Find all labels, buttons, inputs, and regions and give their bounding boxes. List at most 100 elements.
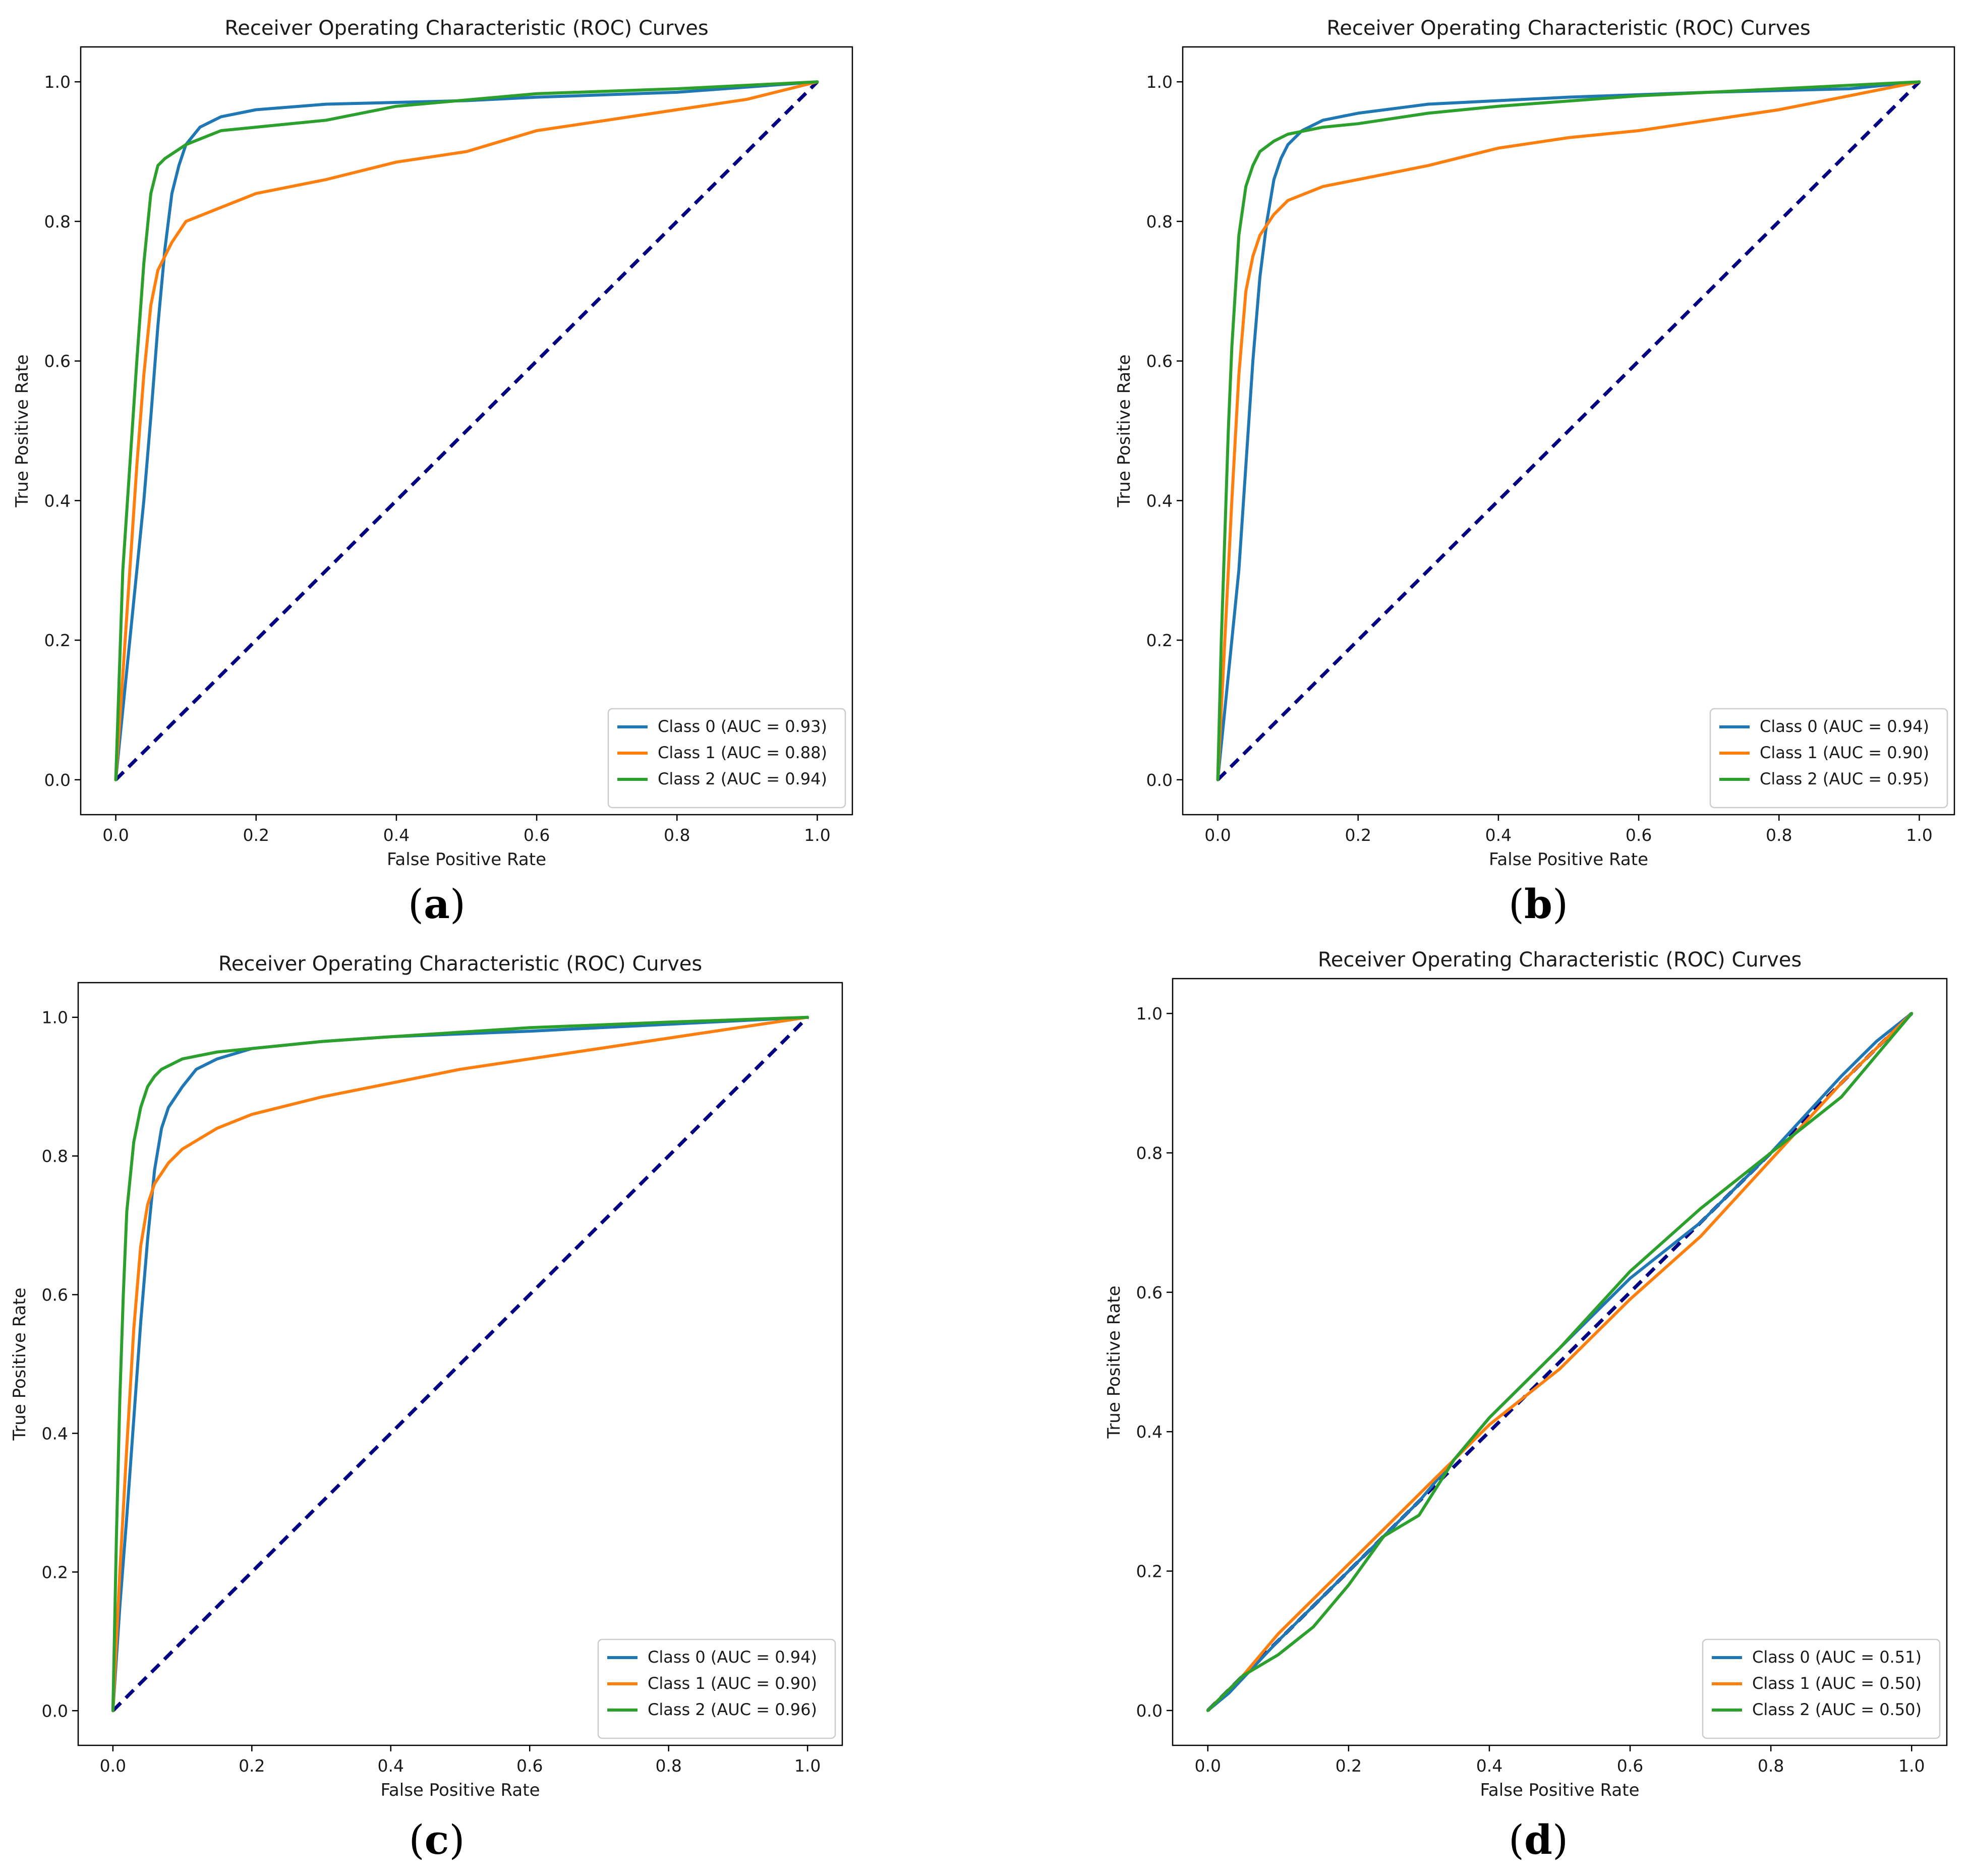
x-tick-label-b-3: 0.6: [1626, 825, 1652, 845]
roc-chart-b: Receiver Operating Characteristic (ROC) …: [1114, 17, 1955, 870]
legend-label-d-2: Class 2 (AUC = 0.50): [1752, 1700, 1922, 1719]
caption-a-letter: a: [424, 880, 450, 928]
series-group-d: [1206, 1012, 1914, 1712]
legend-a: Class 0 (AUC = 0.93) Class 1 (AUC = 0.88)…: [607, 708, 846, 809]
chart-title-a: Receiver Operating Characteristic (ROC) …: [224, 17, 708, 40]
x-tick-label-b-0: 0.0: [1204, 825, 1231, 845]
x-tick-label-a-3: 0.6: [524, 825, 550, 845]
chart-title-c: Receiver Operating Characteristic (ROC) …: [218, 952, 702, 976]
legend-d: Class 0 (AUC = 0.51) Class 1 (AUC = 0.50)…: [1702, 1638, 1941, 1739]
x-tick-label-d-2: 0.4: [1476, 1756, 1502, 1776]
y-tick-label-d-3: 0.6: [1136, 1283, 1163, 1302]
x-tick-label-d-4: 0.8: [1758, 1756, 1784, 1776]
series-group-b: [1216, 80, 1921, 781]
caption-c: (c): [409, 1816, 465, 1863]
y-tick-label-b-4: 0.8: [1146, 212, 1173, 232]
legend-box-c: [597, 1638, 836, 1739]
caption-b-letter: b: [1524, 880, 1552, 928]
x-tick-label-c-3: 0.6: [516, 1756, 543, 1776]
x-tick-label-c-0: 0.0: [100, 1756, 126, 1776]
y-tick-label-a-4: 0.8: [44, 212, 71, 232]
x-tick-label-d-1: 0.2: [1336, 1756, 1362, 1776]
caption-d: (d): [1508, 1816, 1569, 1863]
x-tick-label-d-5: 1.0: [1898, 1756, 1925, 1776]
x-tick-label-b-5: 1.0: [1906, 825, 1932, 845]
y-tick-label-d-4: 0.8: [1136, 1143, 1163, 1163]
roc-chart-d: Receiver Operating Characteristic (ROC) …: [1104, 948, 1948, 1800]
x-tick-label-c-1: 0.2: [239, 1756, 265, 1776]
legend-label-c-1: Class 1 (AUC = 0.90): [648, 1674, 817, 1693]
y-tick-label-d-1: 0.2: [1136, 1562, 1163, 1581]
x-tick-label-a-4: 0.8: [664, 825, 690, 845]
x-tick-label-a-2: 0.4: [383, 825, 410, 845]
diagonal-line-b: [1217, 80, 1921, 781]
y-tick-label-a-5: 1.0: [44, 72, 71, 92]
plot-frame-a: [80, 46, 853, 816]
x-tick-label-c-5: 1.0: [794, 1756, 821, 1776]
series-group-c: [111, 1015, 809, 1713]
roc-line-c-class1: [111, 1015, 809, 1713]
y-axis-label-d: True Positive Rate: [1104, 1286, 1124, 1439]
y-tick-label-d-5: 1.0: [1136, 1004, 1163, 1024]
y-tick-label-a-1: 0.2: [44, 631, 71, 650]
plot-frame-c: [77, 982, 843, 1746]
caption-d-letter: d: [1524, 1816, 1552, 1863]
y-tick-label-d-0: 0.0: [1136, 1701, 1163, 1721]
legend-label-b-2: Class 2 (AUC = 0.95): [1760, 769, 1929, 788]
y-tick-label-b-0: 0.0: [1146, 770, 1173, 790]
caption-c-letter: c: [424, 1816, 449, 1863]
y-tick-label-b-2: 0.4: [1146, 491, 1173, 510]
roc-chart-a: Receiver Operating Characteristic (ROC) …: [12, 17, 853, 870]
legend-label-a-1: Class 1 (AUC = 0.88): [658, 743, 827, 762]
y-tick-label-c-1: 0.2: [42, 1562, 68, 1582]
legend-label-b-1: Class 1 (AUC = 0.90): [1760, 743, 1929, 762]
x-tick-label-d-3: 0.6: [1617, 1756, 1643, 1776]
y-tick-label-a-3: 0.6: [44, 352, 71, 371]
x-tick-label-c-2: 0.4: [378, 1756, 404, 1776]
y-tick-label-d-2: 0.4: [1136, 1422, 1163, 1442]
caption-a: (a): [408, 880, 466, 928]
y-tick-label-b-1: 0.2: [1146, 631, 1173, 650]
x-tick-label-a-1: 0.2: [243, 825, 269, 845]
roc-line-d-class1: [1206, 1012, 1914, 1712]
y-tick-label-b-5: 1.0: [1146, 72, 1173, 92]
x-axis-label-b: False Positive Rate: [1489, 849, 1648, 870]
x-tick-label-a-0: 0.0: [102, 825, 129, 845]
x-axis-label-c: False Positive Rate: [381, 1780, 540, 1800]
roc-line-d-class2: [1206, 1012, 1914, 1712]
y-tick-label-a-0: 0.0: [44, 770, 71, 790]
x-tick-label-b-1: 0.2: [1345, 825, 1371, 845]
legend-box-b: [1709, 708, 1948, 809]
y-tick-label-c-5: 1.0: [42, 1008, 68, 1028]
legend-box-d: [1702, 1638, 1941, 1739]
diagonal-line-a: [114, 80, 819, 781]
y-axis-label-b: True Positive Rate: [1114, 355, 1134, 508]
x-tick-label-b-2: 0.4: [1485, 825, 1512, 845]
y-axis-label-a: True Positive Rate: [12, 355, 32, 508]
y-tick-label-a-2: 0.4: [44, 491, 71, 510]
x-tick-label-c-4: 0.8: [655, 1756, 681, 1776]
roc-chart-c: Receiver Operating Characteristic (ROC) …: [10, 952, 843, 1800]
plot-frame-b: [1182, 46, 1955, 816]
x-axis-label-a: False Positive Rate: [387, 849, 546, 870]
y-tick-label-c-3: 0.6: [42, 1285, 68, 1305]
legend-b: Class 0 (AUC = 0.94) Class 1 (AUC = 0.90)…: [1709, 708, 1948, 809]
legend-label-c-0: Class 0 (AUC = 0.94): [648, 1647, 817, 1667]
y-tick-label-c-0: 0.0: [42, 1701, 68, 1721]
roc-line-a-class2: [114, 80, 819, 781]
legend-c: Class 0 (AUC = 0.94) Class 1 (AUC = 0.90)…: [597, 1638, 836, 1739]
legend-label-d-1: Class 1 (AUC = 0.50): [1752, 1674, 1922, 1693]
legend-label-a-0: Class 0 (AUC = 0.93): [658, 717, 827, 736]
y-axis-label-c: True Positive Rate: [10, 1288, 30, 1441]
caption-b: (b): [1508, 880, 1569, 928]
plot-frame-d: [1172, 978, 1948, 1746]
diagonal-line-c: [111, 1016, 809, 1712]
legend-label-c-2: Class 2 (AUC = 0.96): [648, 1700, 817, 1719]
legend-label-d-0: Class 0 (AUC = 0.51): [1752, 1647, 1922, 1667]
roc-line-b-class1: [1216, 80, 1921, 781]
x-tick-label-d-0: 0.0: [1195, 1756, 1221, 1776]
roc-line-b-class0: [1216, 80, 1921, 781]
x-axis-label-d: False Positive Rate: [1480, 1780, 1640, 1800]
